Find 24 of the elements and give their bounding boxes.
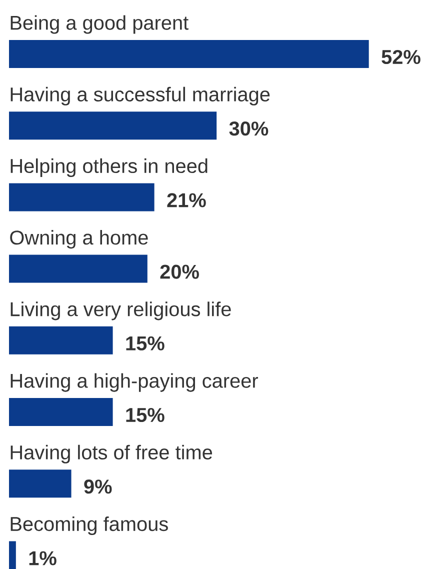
bar: [9, 541, 16, 569]
data-label: 15%: [126, 408, 164, 422]
bar: [9, 470, 72, 498]
data-label: 30%: [229, 122, 268, 136]
y-tick-label: Becoming famous: [10, 516, 168, 536]
data-label: 21%: [167, 193, 206, 208]
bar: [9, 112, 217, 140]
y-tick-label: Helping others in need: [10, 158, 208, 178]
bar: [9, 254, 148, 283]
bar: [9, 40, 369, 68]
data-label: 1%: [29, 551, 56, 566]
y-tick-label: Having a successful marriage: [10, 86, 270, 106]
data-label: 20%: [160, 264, 199, 279]
bar: [9, 326, 113, 354]
bar: [9, 398, 113, 426]
y-tick-label: Owning a home: [10, 230, 148, 249]
y-tick-label: Having lots of free time: [10, 444, 212, 464]
data-label: 15%: [126, 336, 164, 350]
y-tick-label: Living a very religious life: [10, 302, 231, 320]
bar: [9, 183, 154, 212]
y-tick-label: Having a high-paying career: [10, 373, 258, 392]
y-tick-label: Being a good parent: [10, 15, 188, 34]
data-label: 9%: [84, 480, 112, 494]
data-label: 52%: [382, 50, 420, 64]
